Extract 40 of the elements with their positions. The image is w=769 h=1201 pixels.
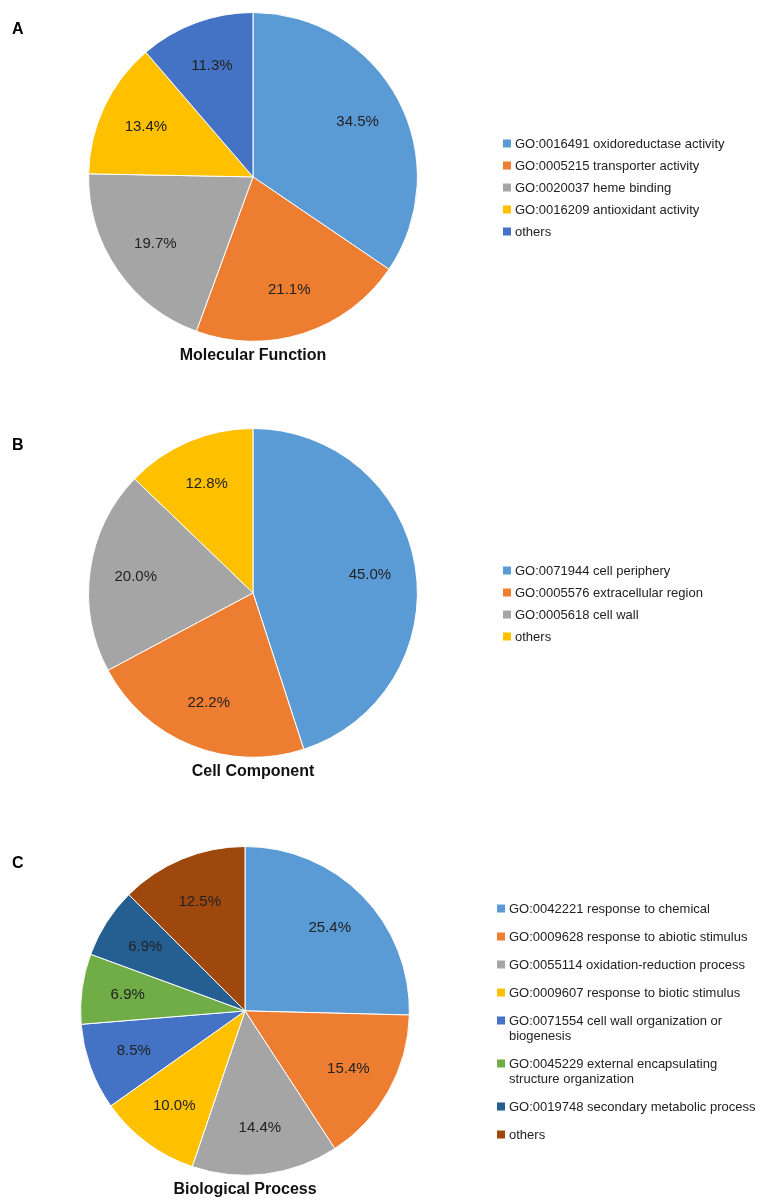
legend-label: GO:0016491 oxidoreductase activity (515, 135, 725, 150)
data-label: 6.9% (128, 937, 163, 955)
data-label: 14.4% (238, 1118, 282, 1136)
legend-label: others (515, 223, 552, 238)
legend-label: GO:0009607 response to biotic stimulus (509, 984, 741, 999)
legend-label: GO:0005576 extracellular region (515, 584, 703, 599)
data-label: 22.2% (187, 692, 231, 710)
text: Cell Component (191, 761, 315, 779)
data-label: 10.0% (152, 1095, 196, 1113)
legend-label: GO:0071944 cell periphery (515, 562, 671, 577)
legend-label: GO:0009628 response to abiotic stimulus (509, 928, 748, 943)
legend-label: GO:0020037 heme binding (515, 179, 672, 194)
data-label: 12.8% (185, 474, 228, 492)
data-label: 11.3% (191, 56, 233, 74)
legend-label: GO:0016209 antioxidant activity (515, 201, 700, 216)
text: A (12, 20, 24, 38)
text: C (12, 854, 24, 872)
legend-label: GO:0005618 cell wall (515, 606, 639, 621)
legend-label: others (509, 1126, 546, 1141)
data-label: 21.1% (267, 279, 311, 297)
data-label: 25.4% (308, 918, 352, 936)
legend-label: GO:0019748 secondary metabolic process (509, 1098, 756, 1113)
legend-label: GO:0055114 oxidation-reduction process (509, 956, 746, 971)
legend-label: GO:0071554 cell wall organization or biogenesis (509, 1012, 724, 1042)
data-label: 20.0% (114, 566, 158, 584)
data-label: 19.7% (134, 233, 177, 251)
text: B (12, 436, 24, 454)
data-label: 8.5% (116, 1041, 151, 1059)
data-label: 12.5% (178, 891, 221, 909)
legend-label: others (515, 628, 552, 643)
data-label: 13.4% (124, 116, 168, 134)
legend-label: GO:0005215 transporter activity (515, 157, 700, 172)
legend-label: GO:0045229 external encapsulating structure organization (509, 1055, 719, 1085)
data-label: 15.4% (327, 1058, 370, 1076)
text: Molecular Function (179, 345, 327, 363)
legend-label: GO:0042221 response to chemical (509, 900, 710, 915)
data-label: 45.0% (348, 564, 392, 582)
data-label: 34.5% (336, 111, 379, 129)
data-label: 6.9% (110, 985, 145, 1003)
text: Biological Process (173, 1179, 317, 1197)
